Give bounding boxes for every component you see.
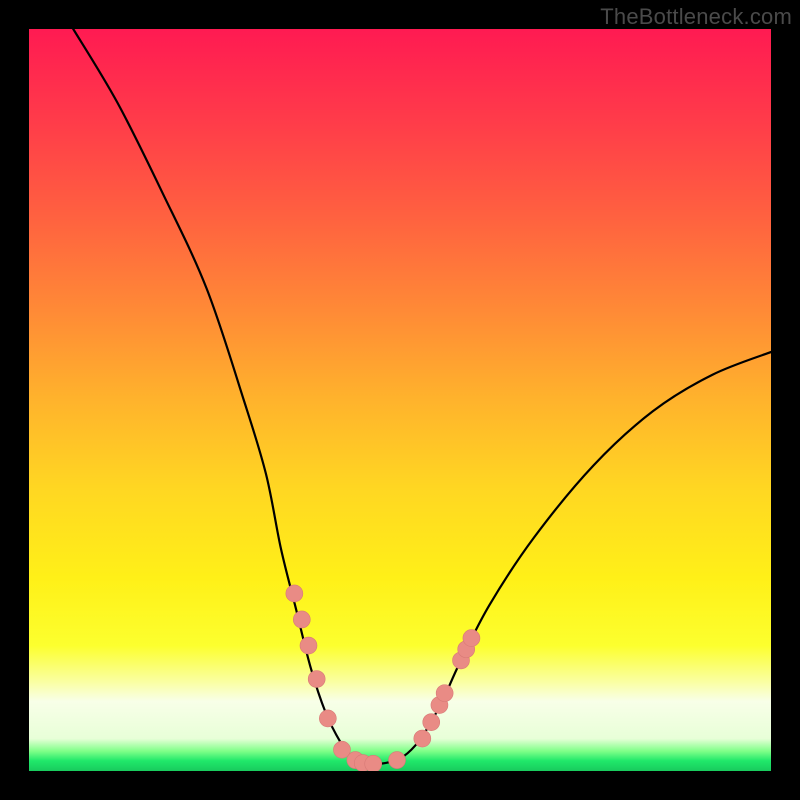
chart-svg	[0, 0, 800, 800]
data-marker	[300, 637, 317, 654]
data-marker	[436, 685, 453, 702]
chart-stage: TheBottleneck.com	[0, 0, 800, 800]
data-marker	[389, 752, 406, 769]
data-marker	[308, 671, 325, 688]
watermark-text: TheBottleneck.com	[600, 4, 792, 30]
data-marker	[414, 730, 431, 747]
data-marker	[319, 710, 336, 727]
data-marker	[423, 714, 440, 731]
data-marker	[286, 585, 303, 602]
plot-background-gradient	[28, 28, 772, 772]
data-marker	[365, 755, 382, 772]
data-marker	[293, 611, 310, 628]
data-marker	[463, 630, 480, 647]
